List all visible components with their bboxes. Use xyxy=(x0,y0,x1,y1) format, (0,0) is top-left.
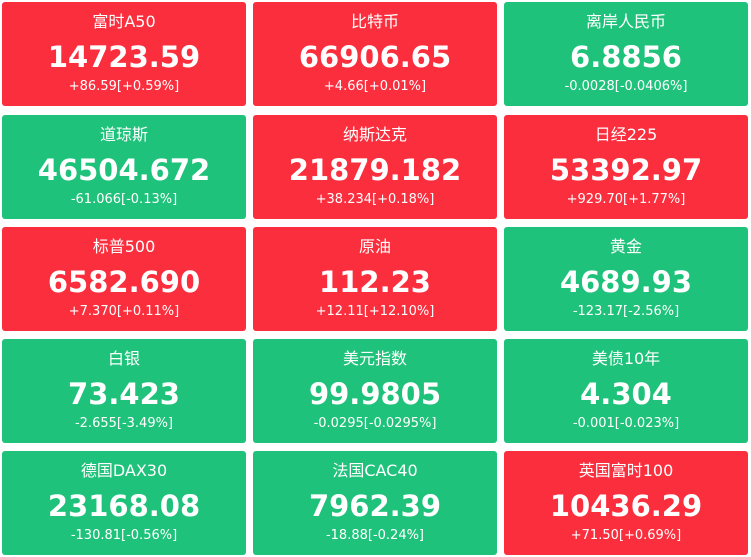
quote-name: 日经225 xyxy=(594,125,658,144)
quote-change: +38.234[+0.18%] xyxy=(315,192,435,207)
quote-tile: 白银 73.423 -2.655[-3.49%] xyxy=(2,339,246,443)
quote-name: 英国富时100 xyxy=(578,461,674,480)
quote-name: 白银 xyxy=(107,349,140,368)
quote-price: 4.304 xyxy=(580,377,672,411)
quote-change: -0.0028[-0.0406%] xyxy=(564,79,688,94)
quote-name: 德国DAX30 xyxy=(80,461,168,480)
quote-tile: 英国富时100 10436.29 +71.50[+0.69%] xyxy=(504,451,748,555)
quote-price: 53392.97 xyxy=(549,153,703,187)
quote-name: 黄金 xyxy=(609,237,642,256)
quote-price: 14723.59 xyxy=(47,40,201,74)
quote-name: 标普500 xyxy=(92,237,156,256)
quote-price: 99.9805 xyxy=(308,377,442,411)
quote-name: 法国CAC40 xyxy=(332,461,418,480)
quote-price: 6582.690 xyxy=(47,265,201,299)
quote-change: -0.0295[-0.0295%] xyxy=(313,416,437,431)
quote-price: 73.423 xyxy=(68,377,180,411)
quote-name: 离岸人民币 xyxy=(585,12,666,31)
quote-tile: 纳斯达克 21879.182 +38.234[+0.18%] xyxy=(253,115,497,219)
quote-price: 7962.39 xyxy=(308,489,442,523)
quote-tile: 富时A50 14723.59 +86.59[+0.59%] xyxy=(2,2,246,106)
quote-tile: 德国DAX30 23168.08 -130.81[-0.56%] xyxy=(2,451,246,555)
quote-change: +929.70[+1.77%] xyxy=(566,192,686,207)
quote-tile: 原油 112.23 +12.11[+12.10%] xyxy=(253,227,497,331)
quote-name: 原油 xyxy=(358,237,391,256)
quote-change: +71.50[+0.69%] xyxy=(570,528,682,543)
quote-change: -61.066[-0.13%] xyxy=(70,192,178,207)
quote-price: 6.8856 xyxy=(570,40,682,74)
quote-name: 美元指数 xyxy=(342,349,407,368)
quote-tile: 比特币 66906.65 +4.66[+0.01%] xyxy=(253,2,497,106)
quote-change: +12.11[+12.10%] xyxy=(315,304,435,319)
quote-change: +86.59[+0.59%] xyxy=(68,79,180,94)
quote-price: 21879.182 xyxy=(288,153,462,187)
quote-change: -123.17[-2.56%] xyxy=(572,304,680,319)
quote-tile: 黄金 4689.93 -123.17[-2.56%] xyxy=(504,227,748,331)
quote-tile: 道琼斯 46504.672 -61.066[-0.13%] xyxy=(2,115,246,219)
quote-change: -130.81[-0.56%] xyxy=(70,528,178,543)
quote-tile: 法国CAC40 7962.39 -18.88[-0.24%] xyxy=(253,451,497,555)
quote-price: 112.23 xyxy=(319,265,431,299)
quote-change: +4.66[+0.01%] xyxy=(323,79,427,94)
quote-tile: 日经225 53392.97 +929.70[+1.77%] xyxy=(504,115,748,219)
quote-name: 纳斯达克 xyxy=(342,125,407,144)
quote-change: -2.655[-3.49%] xyxy=(74,416,174,431)
quote-change: +7.370[+0.11%] xyxy=(68,304,180,319)
quote-change: -18.88[-0.24%] xyxy=(325,528,425,543)
quote-price: 66906.65 xyxy=(298,40,452,74)
quote-name: 比特币 xyxy=(350,12,399,31)
quote-tile: 美债10年 4.304 -0.001[-0.023%] xyxy=(504,339,748,443)
quote-name: 道琼斯 xyxy=(99,125,148,144)
quote-price: 10436.29 xyxy=(549,489,703,523)
quote-price: 4689.93 xyxy=(559,265,693,299)
quote-change: -0.001[-0.023%] xyxy=(572,416,680,431)
quote-tile: 标普500 6582.690 +7.370[+0.11%] xyxy=(2,227,246,331)
quote-tile: 离岸人民币 6.8856 -0.0028[-0.0406%] xyxy=(504,2,748,106)
quote-tile: 美元指数 99.9805 -0.0295[-0.0295%] xyxy=(253,339,497,443)
quote-price: 23168.08 xyxy=(47,489,201,523)
quote-price: 46504.672 xyxy=(37,153,211,187)
quote-name: 美债10年 xyxy=(591,349,661,368)
quote-name: 富时A50 xyxy=(92,12,156,31)
